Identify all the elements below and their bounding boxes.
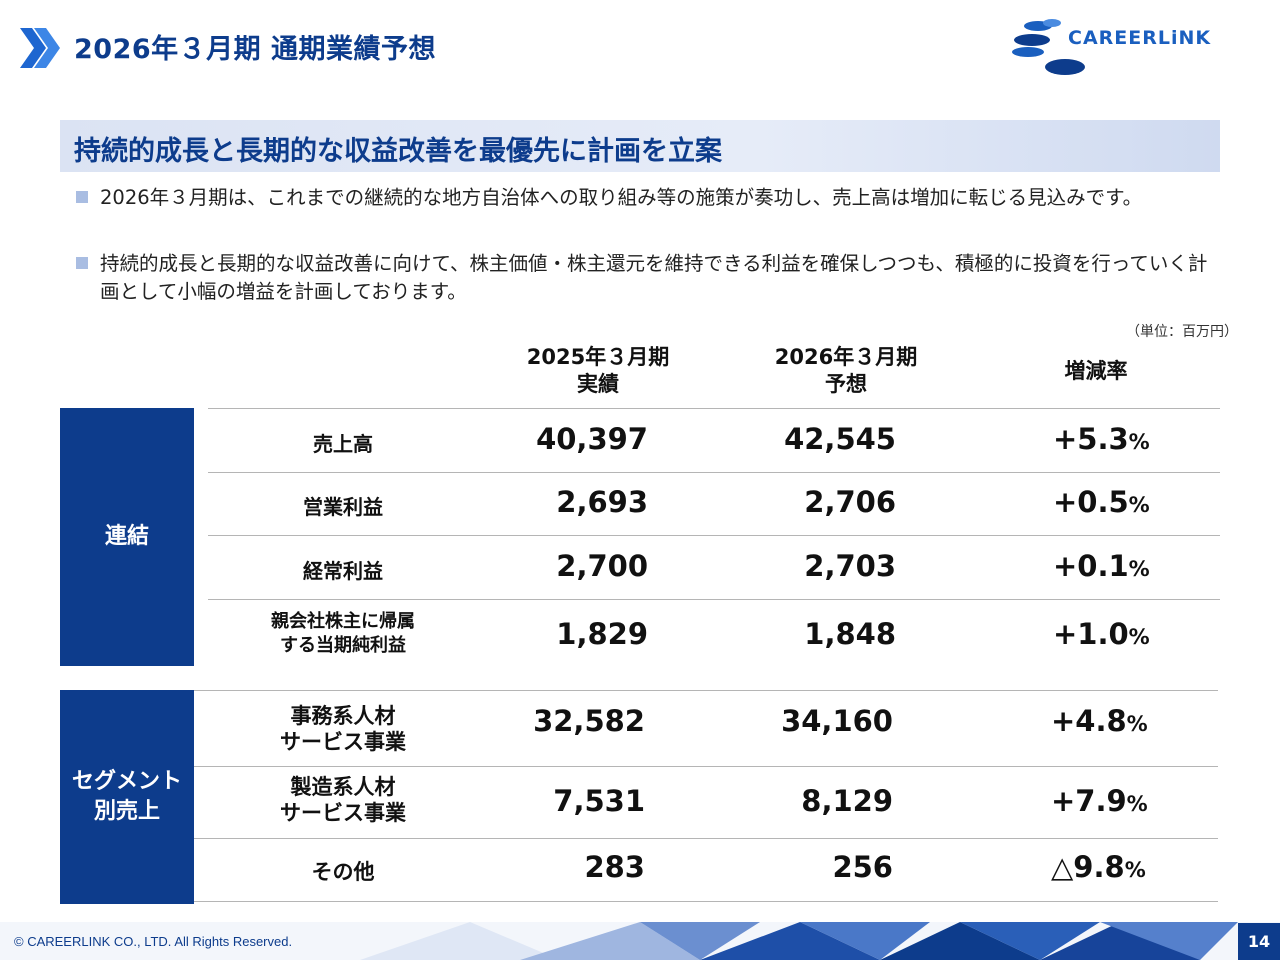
forecast-value: 256 <box>832 850 893 884</box>
unit-label: （単位：百万円） <box>1126 324 1238 340</box>
forecast-value: 2,706 <box>804 485 896 519</box>
column-header-next-sub: 予想 <box>825 372 867 396</box>
row-label: 親会社株主に帰属 する当期純利益 <box>208 610 478 658</box>
banner-text: 持続的成長と長期的な収益改善を最優先に計画を立案 <box>74 136 722 167</box>
row-label: 事務系人材 サービス事業 <box>208 703 478 755</box>
percent-sign: % <box>1128 557 1150 581</box>
copyright-text: © CAREERLINK CO., LTD. All Rights Reserv… <box>14 934 293 949</box>
logo-text: CAREERLiNK <box>1068 27 1212 49</box>
row-label: 製造系人材 サービス事業 <box>208 774 478 826</box>
percent-sign: % <box>1128 493 1150 517</box>
page-number: 14 <box>1238 923 1280 960</box>
column-header-prev: 2025年３月期 実績 <box>498 344 698 398</box>
footer-decoration <box>0 922 1280 960</box>
table-row: 製造系人材 サービス事業 7,531 8,129 +7.9% <box>194 766 1218 839</box>
row-label: 経常利益 <box>303 559 383 583</box>
group-label-segment: セグメント 別売上 <box>60 690 194 904</box>
bullet-text: 2026年３月期は、これまでの継続的な地方自治体への取り組み等の施策が奏功し、売… <box>100 186 1143 209</box>
table-row: 売上高 40,397 42,545 +5.3% <box>208 408 1220 473</box>
group-label-consolidated-text: 連結 <box>104 524 149 549</box>
row-label-line2: サービス事業 <box>280 801 406 825</box>
change-rate-value: +5.3 <box>1053 422 1129 456</box>
careerlink-logo-icon <box>1012 19 1085 75</box>
percent-sign: % <box>1128 625 1150 649</box>
change-rate: +5.3% <box>1053 422 1203 456</box>
table-row: その他 283 256 △9.8% <box>194 839 1218 902</box>
change-rate-value: +0.5 <box>1053 485 1129 519</box>
table-row: 経常利益 2,700 2,703 +0.1% <box>208 536 1220 600</box>
change-rate: +4.8% <box>1051 704 1201 738</box>
percent-sign: % <box>1126 792 1148 816</box>
forecast-value: 2,703 <box>804 549 896 583</box>
column-header-prev-sub: 実績 <box>577 372 619 396</box>
actual-value: 1,829 <box>556 617 648 651</box>
section-banner: 持続的成長と長期的な収益改善を最優先に計画を立案 <box>60 120 1220 172</box>
row-label-line2: サービス事業 <box>280 730 406 754</box>
forecast-value: 42,545 <box>784 422 896 456</box>
percent-sign: % <box>1124 858 1146 882</box>
percent-sign: % <box>1128 430 1150 454</box>
table-row: 親会社株主に帰属 する当期純利益 1,829 1,848 +1.0% <box>208 600 1220 666</box>
group-label-segment-line1: セグメント <box>71 769 182 794</box>
row-label-line1: 事務系人材 <box>290 704 396 728</box>
change-rate: △9.8% <box>1051 850 1201 884</box>
actual-value: 7,531 <box>553 784 645 818</box>
change-rate: +0.1% <box>1053 549 1203 583</box>
group-label-consolidated: 連結 <box>60 408 194 666</box>
actual-value: 40,397 <box>536 422 648 456</box>
double-chevron-icon <box>20 28 60 68</box>
page-title: 2026年３月期 通期業績予想 <box>74 34 437 65</box>
column-header-change: 増減率 <box>1064 359 1128 383</box>
table-row: 営業利益 2,693 2,706 +0.5% <box>208 472 1220 536</box>
bullet-text: 持続的成長と長期的な収益改善に向けて、株主価値・株主還元を維持できる利益を確保し… <box>100 252 1208 303</box>
actual-value: 2,700 <box>556 549 648 583</box>
bullet-square-icon <box>76 191 88 203</box>
change-rate-value: +4.8 <box>1051 704 1127 738</box>
forecast-value: 8,129 <box>801 784 893 818</box>
forecast-value: 34,160 <box>781 704 893 738</box>
actual-value: 32,582 <box>533 704 645 738</box>
actual-value: 2,693 <box>556 485 648 519</box>
change-rate: +1.0% <box>1053 617 1203 651</box>
forecast-value: 1,848 <box>804 617 896 651</box>
column-header-next-year: 2026年３月期 <box>774 345 918 369</box>
actual-value: 283 <box>584 850 645 884</box>
change-rate: +7.9% <box>1051 784 1201 818</box>
row-label-line1: 親会社株主に帰属 <box>271 611 415 632</box>
row-label: その他 <box>311 860 375 884</box>
row-label-line1: 製造系人材 <box>290 775 396 799</box>
change-rate-value: +1.0 <box>1053 617 1129 651</box>
table-row: 事務系人材 サービス事業 32,582 34,160 +4.8% <box>194 690 1218 767</box>
change-rate-value: △9.8 <box>1051 850 1125 884</box>
change-rate-value: +0.1 <box>1053 549 1129 583</box>
row-label: 売上高 <box>313 432 373 456</box>
row-label-line2: する当期純利益 <box>280 635 406 656</box>
column-header-prev-year: 2025年３月期 <box>526 345 670 369</box>
change-rate-value: +7.9 <box>1051 784 1127 818</box>
column-header-next: 2026年３月期 予想 <box>746 344 946 398</box>
group-label-segment-line2: 別売上 <box>93 799 160 824</box>
percent-sign: % <box>1126 712 1148 736</box>
change-rate: +0.5% <box>1053 485 1203 519</box>
row-label: 営業利益 <box>303 495 383 519</box>
bullet-square-icon <box>76 257 88 269</box>
